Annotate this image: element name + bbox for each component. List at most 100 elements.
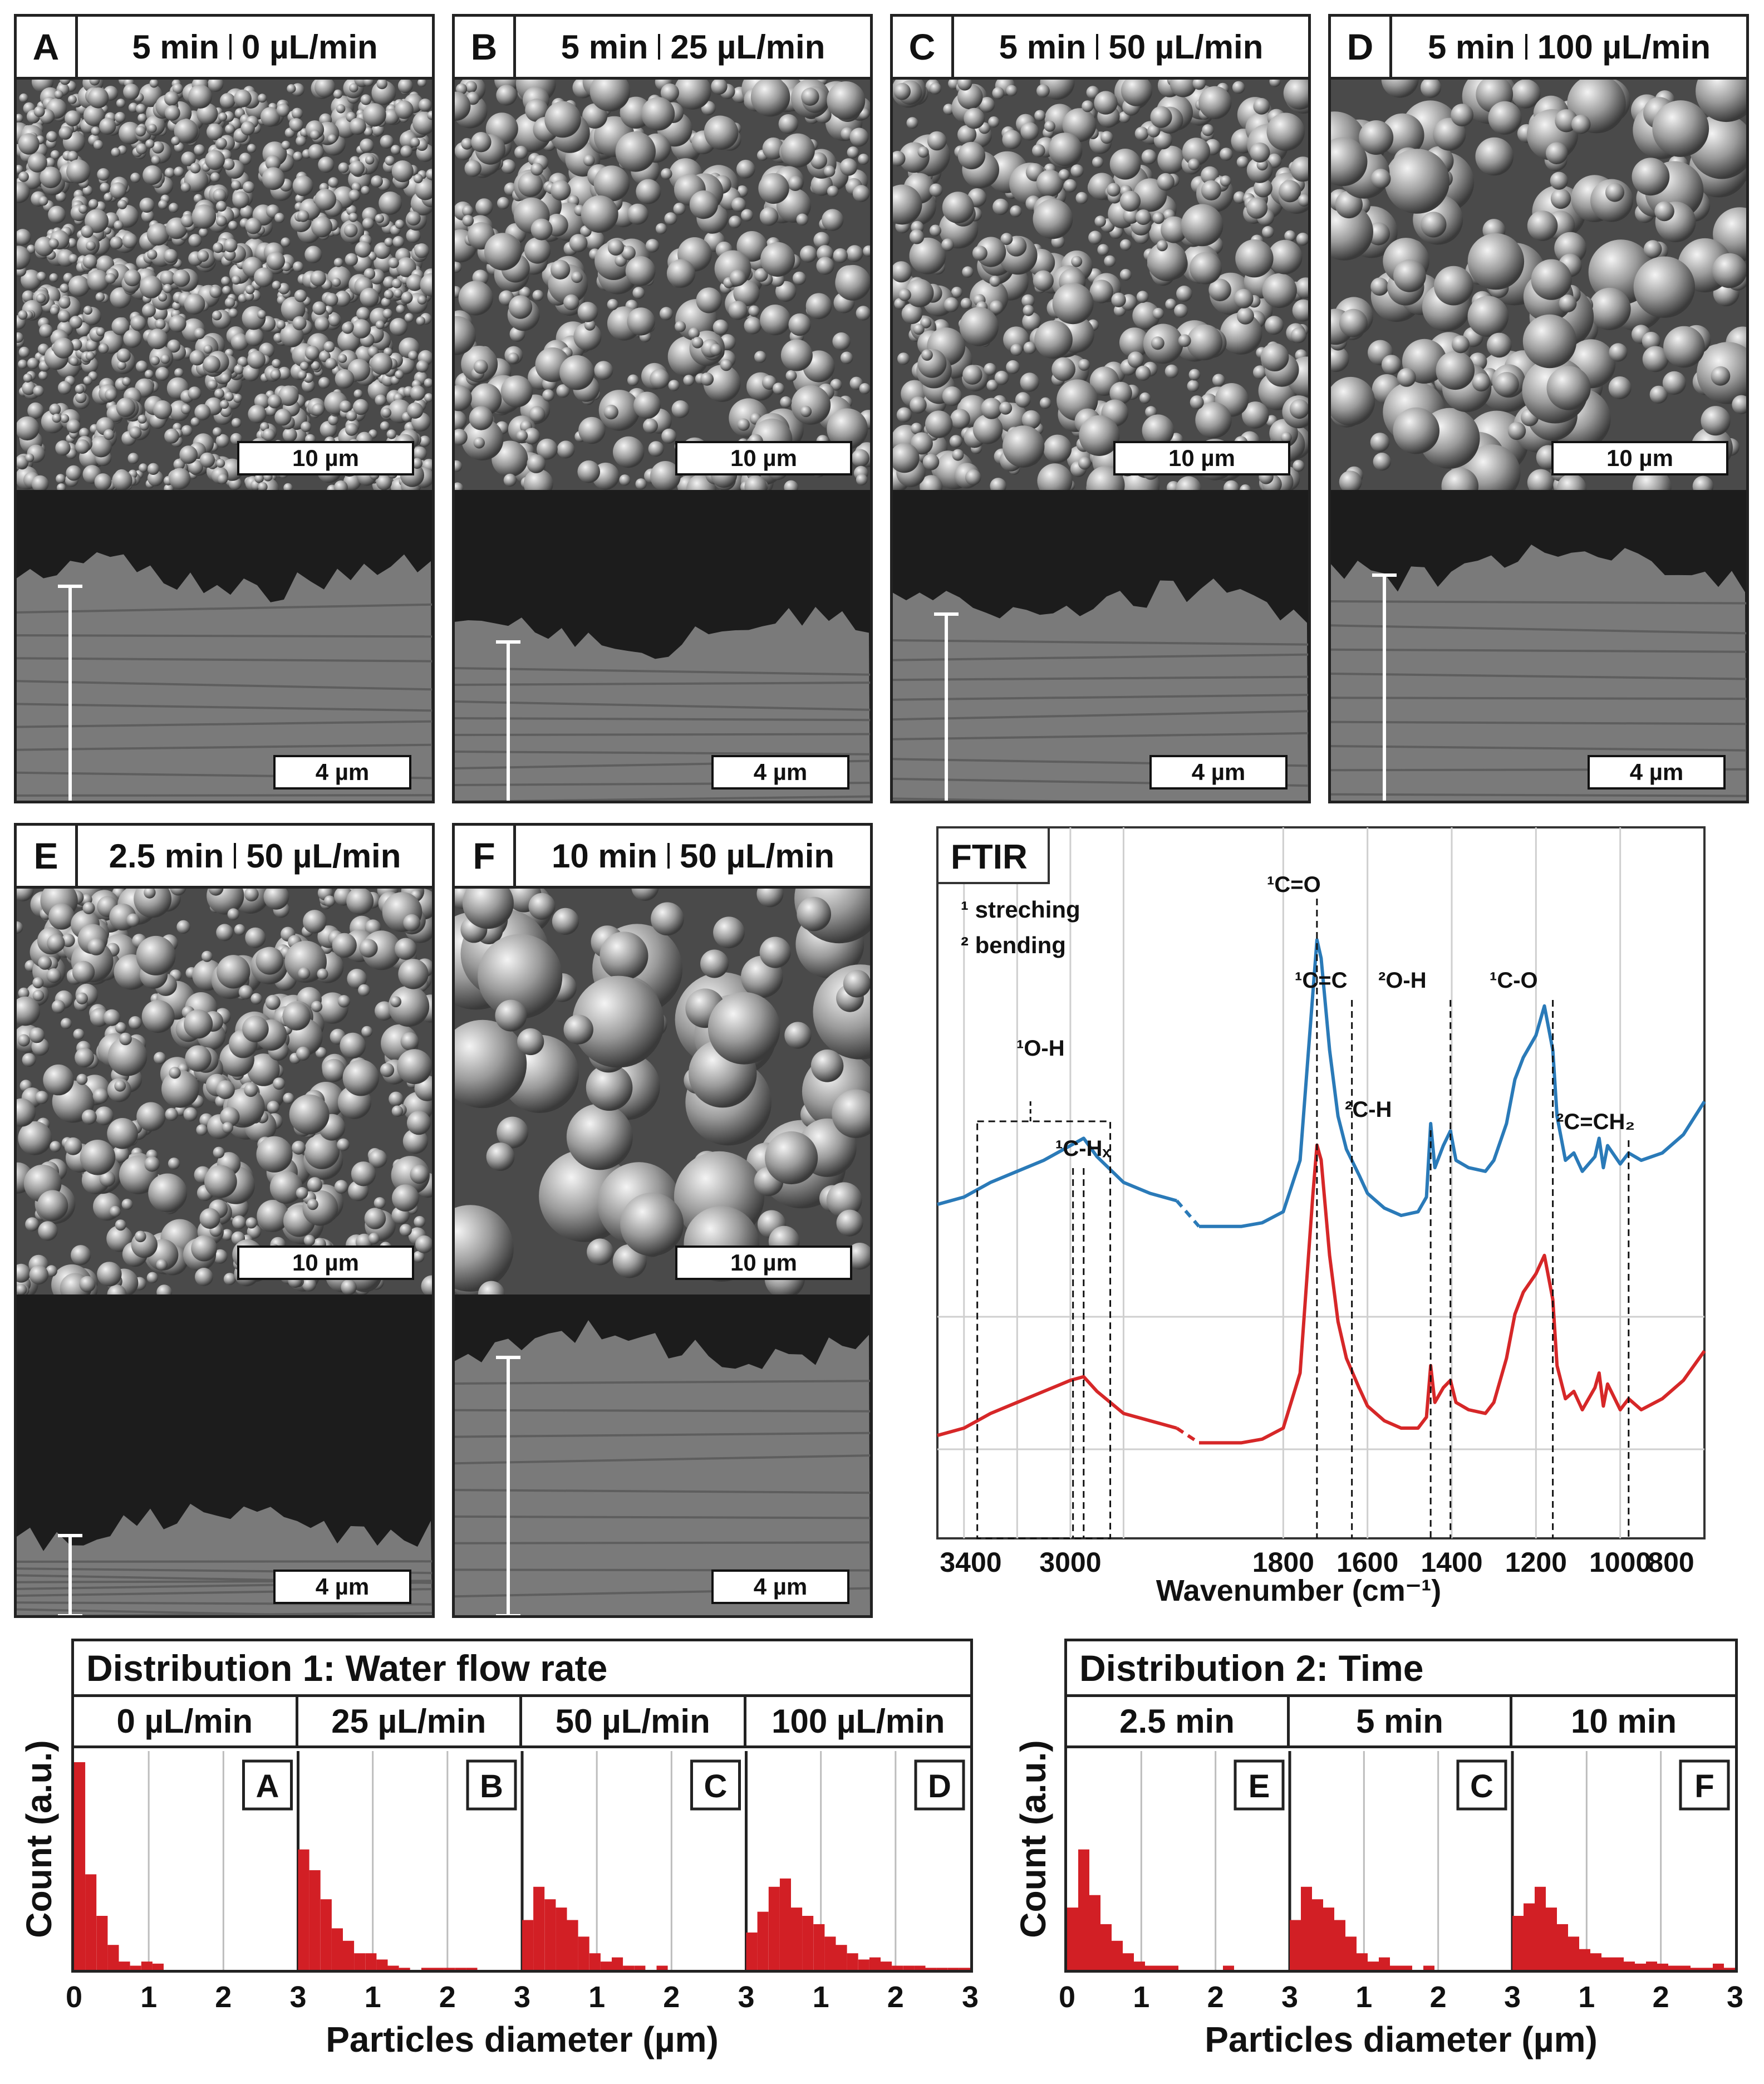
sem-particle [607, 298, 618, 311]
sem-particle [1164, 364, 1179, 379]
histogram-bar [1579, 1949, 1590, 1970]
sem-particle [668, 380, 680, 391]
sem-particle [297, 370, 307, 380]
sem-particle [23, 373, 32, 383]
sem-particle [312, 403, 325, 416]
sem-particle [1070, 164, 1084, 178]
histogram-bar [1423, 1965, 1434, 1970]
sem-particle [856, 474, 868, 486]
sem-particle [1176, 286, 1192, 302]
thickness-bar [934, 612, 959, 801]
sem-particle [262, 428, 276, 442]
sem-particle [116, 398, 136, 417]
sem-particle [843, 969, 870, 998]
sem-particle [328, 415, 338, 425]
sem-particle [1397, 368, 1416, 387]
sem-particle [1331, 203, 1373, 261]
sem-particle [364, 1208, 386, 1229]
sem-particle [310, 130, 320, 140]
histogram-bar [376, 1959, 388, 1970]
sem-particle [664, 212, 677, 225]
sem-particle [100, 183, 110, 193]
sem-particle [139, 463, 148, 473]
panel-condition: 5 min 50 µL/min [954, 28, 1308, 66]
sem-particle [289, 118, 303, 132]
sem-particle [265, 994, 281, 1010]
sem-particle [164, 168, 175, 178]
sem-particle [397, 78, 413, 94]
sem-particle [277, 366, 291, 380]
sem-particle [216, 459, 225, 468]
sem-particle [461, 138, 473, 150]
sem-particle [338, 354, 347, 364]
sem-particle [318, 377, 330, 389]
sem-particle [393, 288, 403, 298]
sem-particle [641, 97, 675, 131]
sem-particle [221, 276, 230, 286]
sem-particle [315, 189, 337, 210]
histogram-bar [343, 1940, 355, 1970]
sem-particle [1033, 270, 1054, 291]
sem-particle [220, 400, 229, 409]
sem-particle [984, 362, 996, 376]
sem-particle [46, 1265, 57, 1277]
scale-bar-top: 10 µm [1113, 441, 1290, 475]
histogram-bar [1145, 1965, 1156, 1970]
sem-particle [190, 163, 201, 174]
sem-particle [55, 440, 71, 456]
sem-particle [294, 290, 307, 302]
sem-particle [33, 106, 45, 117]
sem-particle [160, 354, 170, 364]
sem-particle [390, 996, 401, 1008]
sem-particle [395, 100, 414, 119]
sem-particle [384, 290, 394, 300]
sem-particle [1178, 334, 1191, 347]
sem-particle [1556, 474, 1587, 490]
sem-particle [17, 996, 40, 1026]
sem-particle [1393, 407, 1439, 454]
sem-particle [334, 480, 348, 490]
sem-particle [607, 239, 624, 256]
sem-particle [648, 441, 664, 457]
sem-particle [406, 228, 421, 243]
histogram-bar [331, 1928, 343, 1970]
sem-particle [206, 123, 224, 140]
sem-particle [75, 384, 85, 394]
sem-particle [234, 364, 244, 375]
sem-particle [384, 237, 394, 247]
sem-particle [1202, 124, 1214, 136]
sem-particle [455, 429, 468, 445]
sem-particle [1472, 373, 1491, 392]
sem-particle [537, 438, 558, 460]
panel-condition: 5 min 0 µL/min [78, 28, 432, 66]
histogram-bar [1323, 1908, 1334, 1970]
dist-panel-label: 10 min [1512, 1697, 1735, 1748]
sem-particle [156, 1284, 172, 1294]
histogram-bar [813, 1924, 825, 1970]
x-tick-label: 1800 [1252, 1547, 1314, 1578]
sem-particle [671, 400, 690, 418]
sem-particle [399, 1224, 412, 1237]
band-label: ¹C-Hₓ [1055, 1136, 1111, 1161]
sem-particle [213, 242, 224, 253]
sem-particle [82, 902, 95, 914]
band-label: ²C=CH₂ [1556, 1110, 1635, 1134]
sem-particle [174, 119, 198, 143]
x-tick-label: 1000 [1589, 1547, 1651, 1578]
dist-panel-label: 0 µL/min [74, 1697, 298, 1748]
sem-header-D: D 5 min 100 µL/min [1331, 17, 1746, 80]
histogram-bar [1067, 1908, 1078, 1970]
film-striation [455, 1489, 870, 1494]
sem-particle [703, 365, 741, 402]
sem-particle [720, 359, 733, 371]
sem-particle [247, 144, 257, 153]
sem-particle [371, 175, 383, 188]
dist-tag-box [1679, 1759, 1730, 1811]
sem-particle [184, 1009, 213, 1039]
sem-particle [660, 83, 679, 102]
sem-particle [805, 293, 832, 320]
sem-cross-section-D [1331, 490, 1746, 801]
sem-particle [603, 404, 618, 420]
sem-particle [228, 308, 238, 318]
sem-particle [214, 388, 224, 399]
